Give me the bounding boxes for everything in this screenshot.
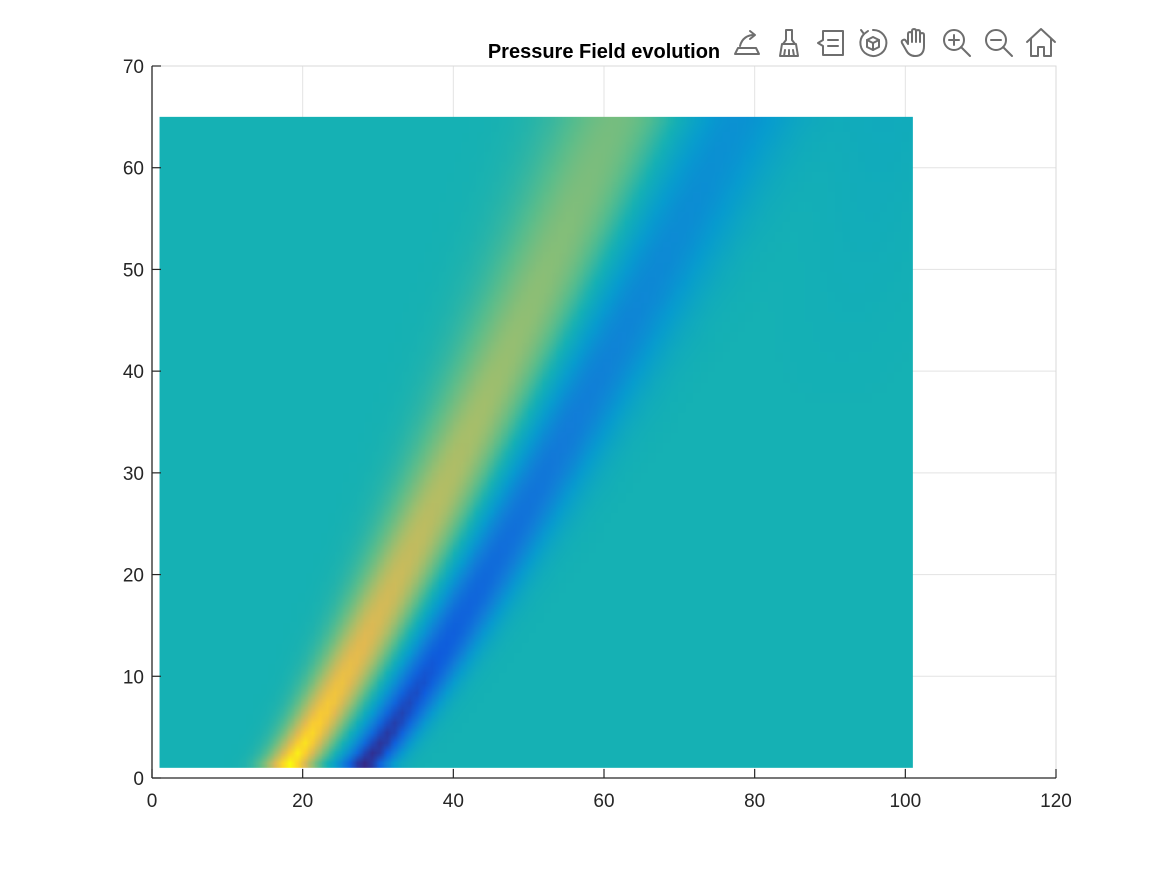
x-tick-label: 20: [292, 791, 313, 812]
y-tick-label: 0: [133, 769, 144, 790]
plot-axes[interactable]: 0 20 40 60 80 100 120 0 10 20 30 40 50 60 70: [123, 57, 1072, 812]
zoom-in-button[interactable]: [936, 22, 978, 64]
export-icon: [734, 30, 760, 55]
chart-title: Pressure Field evolution: [488, 41, 720, 63]
zoom-out-icon: [985, 29, 1013, 57]
home-icon: [1026, 28, 1056, 57]
datatip-button[interactable]: [810, 22, 852, 64]
y-tick-label: 30: [123, 464, 144, 485]
y-tick-label: 20: [123, 566, 144, 587]
export-button[interactable]: [726, 22, 768, 64]
x-tick-label: 120: [1040, 791, 1072, 812]
y-tick-label: 40: [123, 362, 144, 383]
brush-icon: [779, 29, 799, 57]
rotate-3d-icon: [859, 28, 888, 57]
brush-button[interactable]: [768, 22, 810, 64]
y-tick-label: 60: [123, 159, 144, 180]
y-tick-label: 10: [123, 667, 144, 688]
y-tick-label: 70: [123, 57, 144, 78]
x-tick-label: 0: [147, 791, 158, 812]
home-button[interactable]: [1020, 22, 1062, 64]
y-tick-label: 50: [123, 260, 144, 281]
pan-hand-icon: [900, 28, 925, 57]
x-tick-label: 40: [443, 791, 464, 812]
x-tick-label: 100: [889, 791, 921, 812]
zoom-out-button[interactable]: [978, 22, 1020, 64]
pan-button[interactable]: [894, 22, 936, 64]
x-tick-label: 80: [744, 791, 765, 812]
pressure-heatmap[interactable]: [159, 116, 913, 768]
axes-toolbar: [722, 22, 1066, 64]
axis-ticks: 0 20 40 60 80 100 120 0 10 20 30 40 50 60 70: [123, 57, 1072, 812]
zoom-in-icon: [943, 29, 971, 57]
datatip-icon: [817, 30, 844, 56]
rotate-button[interactable]: [852, 22, 894, 64]
x-tick-label: 60: [593, 791, 614, 812]
